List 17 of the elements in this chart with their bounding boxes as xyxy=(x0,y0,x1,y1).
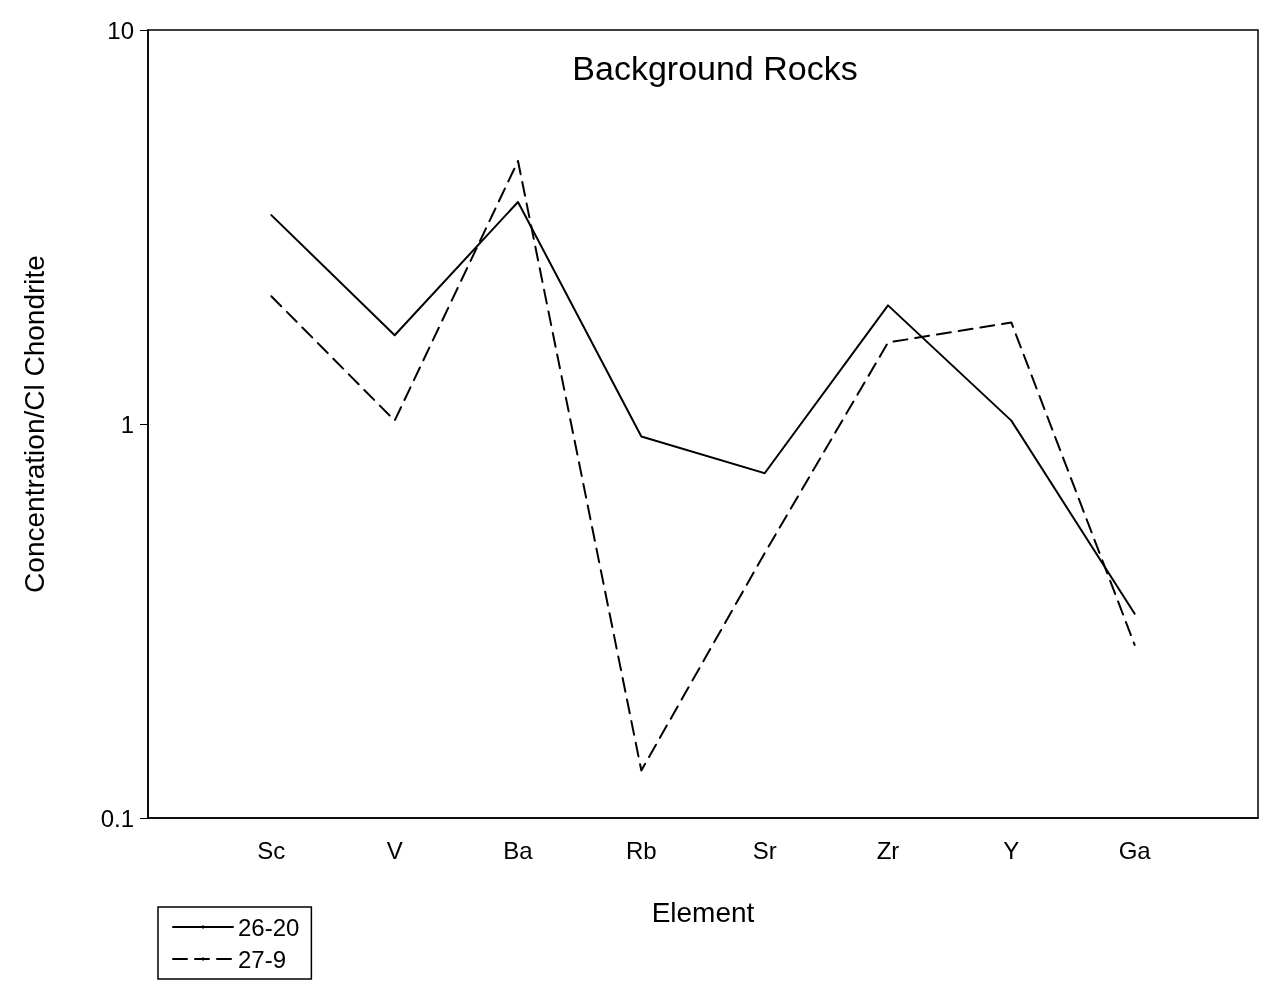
x-tick-label: V xyxy=(386,836,403,864)
text: Background Rocks xyxy=(572,49,858,87)
x-tick-label: Rb xyxy=(625,836,657,864)
x-tick-label: Sc xyxy=(257,836,286,864)
x-tick-label: Sr xyxy=(752,836,777,864)
y-axis-title: Concentration/Cl Chondrite xyxy=(18,255,50,593)
x-tick-label: Y xyxy=(1003,836,1020,864)
y-tick-label: 10 xyxy=(107,16,134,44)
line-series xyxy=(270,160,1136,772)
x-tick-label: Zr xyxy=(876,836,900,864)
legend-label: 27-9 xyxy=(238,945,287,973)
x-tick-label: Ba xyxy=(503,836,534,864)
y-tick-label: 1 xyxy=(120,410,134,438)
legend-label: 26-20 xyxy=(238,913,300,941)
x-tick-label: Ga xyxy=(1118,836,1152,864)
y-tick-label: 0.1 xyxy=(100,804,134,832)
x-axis-title: Element xyxy=(651,896,755,928)
